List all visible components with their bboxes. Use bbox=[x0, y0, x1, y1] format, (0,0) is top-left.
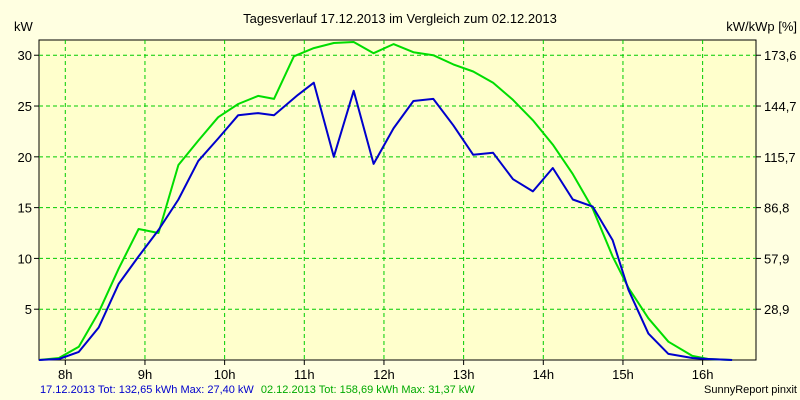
y-tick-label-left: 20 bbox=[18, 150, 32, 165]
footer-series1: 17.12.2013 Tot: 132,65 kWh Max: 27,40 kW bbox=[40, 384, 254, 396]
y-tick-label-right: 86,8 bbox=[764, 201, 789, 216]
y-tick-label-right: 57,9 bbox=[764, 251, 789, 266]
y-tick-label-left: 15 bbox=[18, 201, 32, 216]
footer-series2: 02.12.2013 Tot: 158,69 kWh Max: 31,37 kW bbox=[261, 384, 475, 396]
x-axis-ticks: 8h 9h 10h 11h 12h 13h 14h 15h 16h bbox=[58, 360, 713, 382]
x-tick-label: 8h bbox=[58, 367, 72, 382]
y-tick-label-left: 25 bbox=[18, 99, 32, 114]
x-tick-label: 9h bbox=[138, 367, 152, 382]
y-axis-label-left: kW bbox=[14, 19, 34, 34]
y-tick-label-right: 173,6 bbox=[764, 48, 797, 63]
x-tick-label: 12h bbox=[373, 367, 395, 382]
y-axis-ticks-right: 28,9 57,9 86,8 115,7 144,7 173,6 bbox=[756, 48, 797, 317]
x-tick-label: 10h bbox=[214, 367, 236, 382]
x-tick-label: 11h bbox=[294, 367, 315, 382]
x-tick-label: 13h bbox=[453, 367, 475, 382]
y-axis-ticks-left: 5 10 15 20 25 30 bbox=[18, 48, 39, 317]
footer-credit: SunnyReport pinxit bbox=[704, 384, 797, 396]
x-tick-label: 15h bbox=[612, 367, 634, 382]
y-tick-label-right: 115,7 bbox=[764, 150, 796, 165]
y-axis-label-right: kW/kWp [%] bbox=[726, 19, 797, 34]
y-tick-label-right: 144,7 bbox=[764, 99, 797, 114]
x-tick-label: 16h bbox=[692, 367, 714, 382]
footer-summary: 17.12.2013 Tot: 132,65 kWh Max: 27,40 kW… bbox=[40, 384, 475, 396]
x-tick-label: 14h bbox=[532, 367, 554, 382]
chart-title: Tagesverlauf 17.12.2013 im Vergleich zum… bbox=[243, 11, 557, 26]
grid-lines bbox=[39, 40, 756, 360]
y-tick-label-left: 10 bbox=[18, 251, 32, 266]
y-tick-label-right: 28,9 bbox=[764, 302, 789, 317]
plot-area bbox=[38, 39, 757, 361]
y-tick-label-left: 5 bbox=[25, 302, 32, 317]
series-line-2 bbox=[38, 41, 733, 361]
series-lines bbox=[38, 41, 733, 361]
y-tick-label-left: 30 bbox=[18, 48, 32, 63]
series-line-1 bbox=[38, 81, 733, 361]
